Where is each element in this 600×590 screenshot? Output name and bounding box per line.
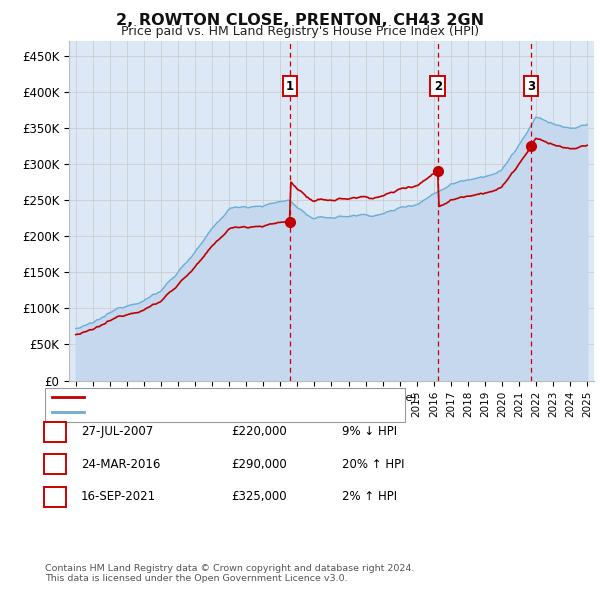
- Text: HPI: Average price, detached house, Wirral: HPI: Average price, detached house, Wirr…: [90, 407, 325, 417]
- Text: 2: 2: [434, 80, 442, 93]
- Text: £325,000: £325,000: [231, 490, 287, 503]
- Text: 1: 1: [286, 80, 294, 93]
- Text: £290,000: £290,000: [231, 458, 287, 471]
- Text: 16-SEP-2021: 16-SEP-2021: [81, 490, 156, 503]
- Text: 20% ↑ HPI: 20% ↑ HPI: [342, 458, 404, 471]
- Text: 2: 2: [51, 458, 59, 471]
- Text: 9% ↓ HPI: 9% ↓ HPI: [342, 425, 397, 438]
- Text: 3: 3: [527, 80, 535, 93]
- Text: 2% ↑ HPI: 2% ↑ HPI: [342, 490, 397, 503]
- Text: £220,000: £220,000: [231, 425, 287, 438]
- Text: Price paid vs. HM Land Registry's House Price Index (HPI): Price paid vs. HM Land Registry's House …: [121, 25, 479, 38]
- Text: 1: 1: [51, 425, 59, 438]
- Text: 3: 3: [51, 490, 59, 503]
- Text: Contains HM Land Registry data © Crown copyright and database right 2024.
This d: Contains HM Land Registry data © Crown c…: [45, 563, 415, 583]
- Text: 2, ROWTON CLOSE, PRENTON, CH43 2GN (detached house): 2, ROWTON CLOSE, PRENTON, CH43 2GN (deta…: [90, 392, 416, 402]
- Text: 27-JUL-2007: 27-JUL-2007: [81, 425, 153, 438]
- Text: 2, ROWTON CLOSE, PRENTON, CH43 2GN: 2, ROWTON CLOSE, PRENTON, CH43 2GN: [116, 13, 484, 28]
- Text: 24-MAR-2016: 24-MAR-2016: [81, 458, 160, 471]
